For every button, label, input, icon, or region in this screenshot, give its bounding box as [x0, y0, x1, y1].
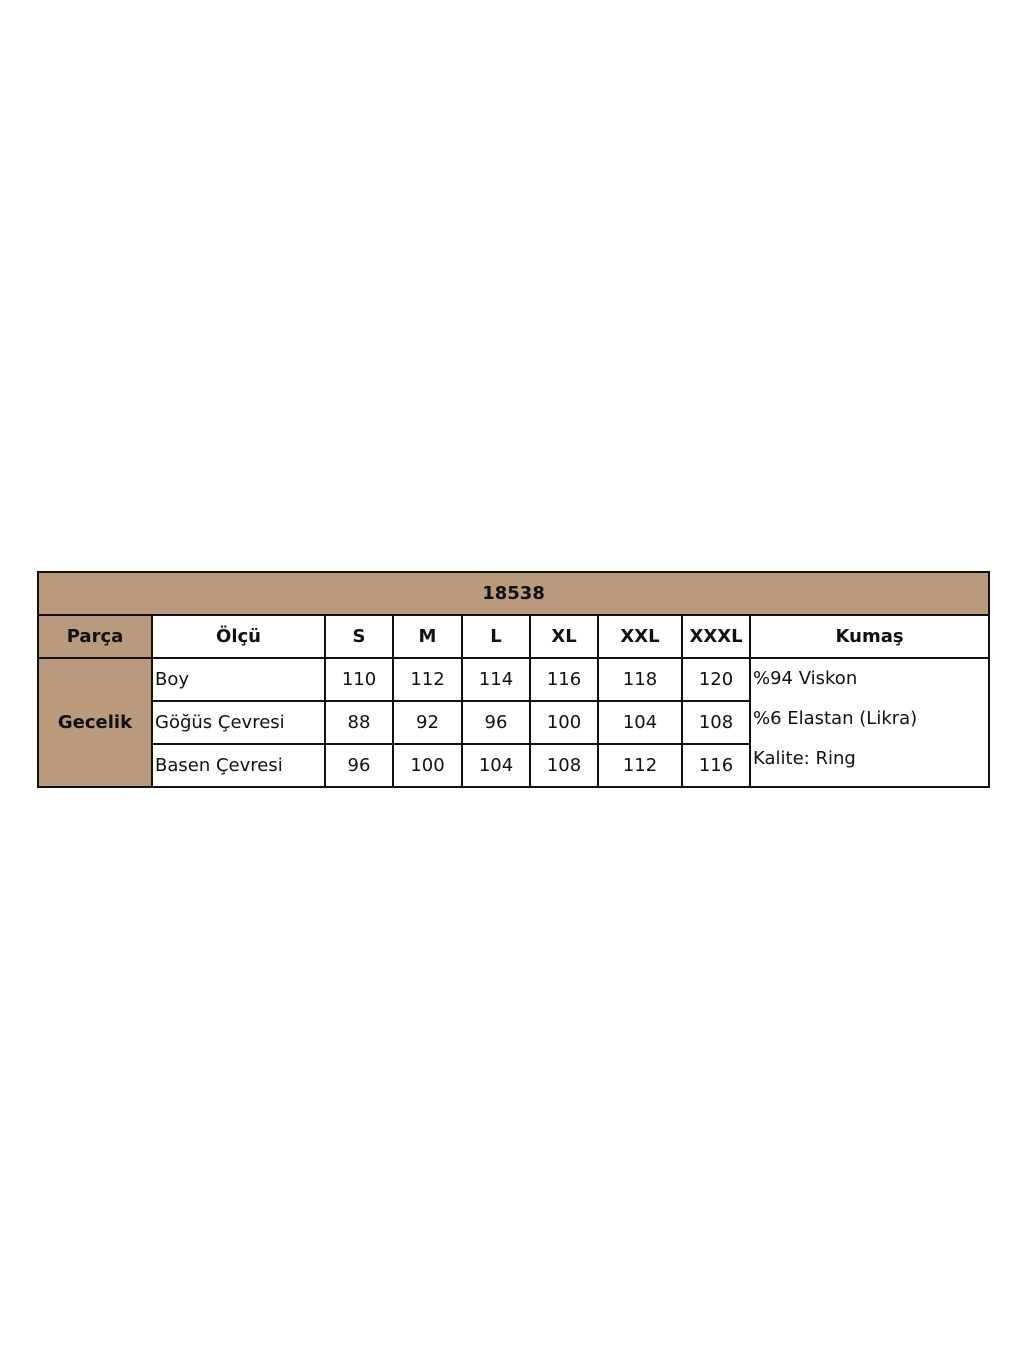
row-label: Göğüs Çevresi	[151, 700, 326, 745]
cell-value: 100	[529, 700, 599, 745]
header-fabric: Kumaş	[748, 614, 991, 659]
cell-value: 110	[324, 657, 394, 702]
cell-value: 108	[681, 700, 751, 745]
header-size: XXL	[597, 614, 683, 659]
cell-value: 104	[461, 743, 531, 788]
cell-value: 108	[529, 743, 599, 788]
part-name: Gecelik	[37, 657, 153, 788]
header-size: XL	[529, 614, 599, 659]
cell-value: 112	[392, 657, 463, 702]
size-chart-table: 18538 Parça Ölçü S M L XL XXL XXXL Kumaş…	[36, 571, 991, 788]
cell-value: 92	[392, 700, 463, 745]
cell-value: 116	[529, 657, 599, 702]
header-size: XXXL	[681, 614, 751, 659]
header-size: L	[461, 614, 531, 659]
row-label: Basen Çevresi	[151, 743, 326, 788]
fabric-line: %6 Elastan (Likra)	[753, 708, 918, 729]
cell-value: 100	[392, 743, 463, 788]
table-row: Basen Çevresi 96 100 104 108 112 116	[38, 743, 989, 788]
table-row: Göğüs Çevresi 88 92 96 100 104 108	[38, 700, 989, 745]
fabric-line: %94 Viskon	[753, 668, 858, 689]
row-label: Boy	[151, 657, 326, 702]
fabric-info: %94 Viskon %6 Elastan (Likra) Kalite: Ri…	[748, 657, 991, 788]
cell-value: 96	[324, 743, 394, 788]
header-measure: Ölçü	[151, 614, 326, 659]
cell-value: 116	[681, 743, 751, 788]
cell-value: 112	[597, 743, 683, 788]
product-code-title: 18538	[36, 571, 991, 616]
fabric-line: Kalite: Ring	[753, 748, 856, 769]
header-size: M	[392, 614, 463, 659]
cell-value: 96	[461, 700, 531, 745]
table-row: Gecelik Boy 110 112 114 116 118 120 %94 …	[37, 657, 991, 788]
cell-value: 114	[461, 657, 531, 702]
cell-value: 118	[597, 657, 683, 702]
header-size: S	[324, 614, 394, 659]
header-row: Parça Ölçü S M L XL XXL XXXL Kumaş	[37, 614, 991, 659]
header-part: Parça	[37, 614, 153, 659]
cell-value: 88	[324, 700, 394, 745]
cell-value: 120	[681, 657, 751, 702]
cell-value: 104	[597, 700, 683, 745]
